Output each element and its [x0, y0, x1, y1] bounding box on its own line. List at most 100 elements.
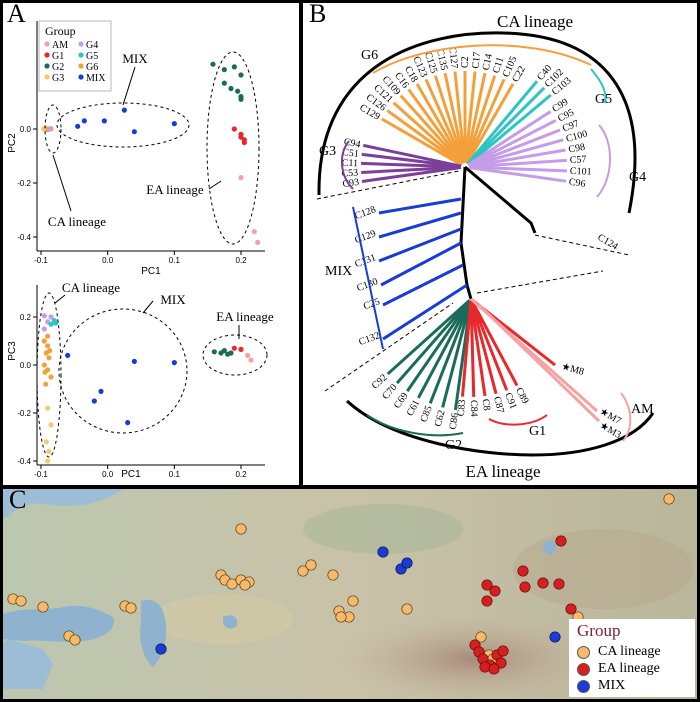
tip-label-mix: C132: [357, 330, 381, 348]
branch-mix: [378, 211, 462, 239]
map-point-ca: [235, 523, 247, 535]
map-point-mix: [377, 546, 389, 558]
plot2-point-g2: [211, 349, 217, 355]
branch-g2: [417, 300, 472, 399]
tip-label-g1: C83: [456, 399, 468, 417]
branch-g4: [468, 138, 564, 168]
tip-label-g3: C51: [342, 147, 360, 160]
am-arc: [620, 392, 632, 442]
ea-lineage-label: EA lineage: [465, 462, 540, 481]
tip-label-g4: C101: [570, 166, 592, 178]
plot2-point-g3: [45, 405, 51, 411]
plot2-point-mix: [65, 352, 71, 358]
map-point-ea: [497, 645, 509, 657]
plot2-point-g4: [48, 314, 54, 320]
tip-label-g6: C135: [434, 48, 449, 71]
plot2-ytick-label: 0.0: [20, 361, 32, 370]
legend-swatch-g5: [78, 52, 84, 58]
plot1-point-am: [251, 229, 257, 235]
map-legend-item-mix: MIX: [577, 677, 625, 695]
map-point-ea: [489, 585, 501, 597]
plot1-point-g2: [221, 67, 227, 73]
tip-label-g3: C53: [341, 168, 358, 180]
tip-label-am: ★M8: [560, 361, 585, 378]
tip-label-g2: C86: [448, 412, 461, 430]
separator-ca-mix: [316, 170, 460, 200]
map-point-ea: [495, 657, 507, 669]
branch-g4: [468, 165, 567, 173]
plot2-point-mix: [91, 398, 97, 404]
am-label: AM: [631, 402, 654, 417]
plot2-mix-ellipse: [58, 308, 188, 434]
mix-swatch-icon: [577, 679, 590, 693]
g4-label: G4: [629, 170, 646, 185]
plot2-mix-annotation: MIX: [160, 292, 186, 307]
tip-label-g1: C8: [479, 398, 492, 411]
branch-g5: [466, 80, 539, 165]
legend-frame: [38, 20, 112, 92]
branch-mix: [378, 227, 462, 263]
siberia-terrain: [303, 504, 463, 554]
map-point-mix: [549, 631, 561, 643]
legend-title: Group: [45, 24, 76, 38]
branch-g4: [468, 166, 567, 183]
branch-g6: [443, 72, 466, 164]
tip-label-g6: C17: [470, 51, 483, 69]
tibet-plateau: [333, 614, 613, 699]
ea-swatch-icon: [577, 662, 590, 676]
map-legend-label-ca: CA lineage: [598, 644, 661, 660]
branch-g1: [470, 300, 509, 391]
branch-mix: [378, 197, 462, 215]
legend-label-g4: G4: [86, 40, 98, 51]
g3-label: G3: [319, 144, 336, 159]
plot1-point-g2: [235, 88, 241, 94]
legend-label-mix: MIX: [86, 73, 106, 84]
legend-label-g3: G3: [52, 73, 64, 84]
mongolia-terrain: [513, 529, 693, 609]
plot1-ytick-label: -0.4: [17, 233, 31, 242]
plot2-point-am: [248, 357, 254, 363]
tip-label-g4: C57: [569, 154, 586, 166]
plot2-xtick-label: -0.1: [34, 470, 48, 479]
plot2-point-g3: [48, 422, 54, 428]
plot1-point-mix: [121, 107, 127, 113]
g1-arc: [488, 414, 548, 426]
map-point-ca: [15, 595, 27, 607]
plot1-point-am: [255, 239, 261, 245]
plot1-ea-ellipse: [206, 51, 260, 245]
map-point-ca: [663, 493, 675, 505]
g3-arc: [341, 140, 354, 190]
plot1-mix-ellipse: [56, 102, 190, 148]
plot1-point-mix: [81, 118, 87, 124]
plot1-xtick-label: 0.1: [169, 256, 181, 265]
tree-backbone: [459, 166, 473, 300]
plot2-mix-arrow: [142, 300, 154, 314]
plot2-point-g6: [43, 381, 49, 387]
plot2-point-g6: [41, 338, 47, 344]
tip-label-g1: C87: [491, 395, 506, 414]
tip-label-g3: C94: [343, 136, 362, 150]
mix-bar: [352, 206, 384, 350]
branch-g6: [433, 75, 466, 164]
branch-g3: [361, 166, 462, 183]
plot2-xtick-label: 0.1: [169, 470, 181, 479]
map-point-ea: [555, 535, 567, 547]
map-point-ea: [481, 595, 493, 607]
plot2-ea-annotation: EA lineage: [216, 309, 274, 324]
branch-g1: [470, 300, 519, 387]
legend-swatch-mix: [78, 74, 84, 80]
tip-label-mix: C129: [353, 228, 377, 246]
plot1-point-g2: [210, 61, 216, 67]
plot2-point-g6: [41, 362, 47, 368]
plot1-point-g2: [221, 80, 227, 86]
panel-c: C Group CA lineage EA lineage MIX: [0, 486, 700, 702]
map-point-ea: [553, 578, 565, 590]
tip-label-g4: C98: [568, 142, 586, 156]
plot2-point-mix: [171, 360, 177, 366]
legend-swatch-am: [44, 41, 50, 47]
plot1-point-g1: [241, 139, 247, 146]
branch-g4: [467, 119, 557, 167]
g5-label: G5: [595, 92, 612, 107]
plot2-point-g6: [45, 343, 51, 349]
tip-label-g6: C2: [460, 56, 471, 68]
